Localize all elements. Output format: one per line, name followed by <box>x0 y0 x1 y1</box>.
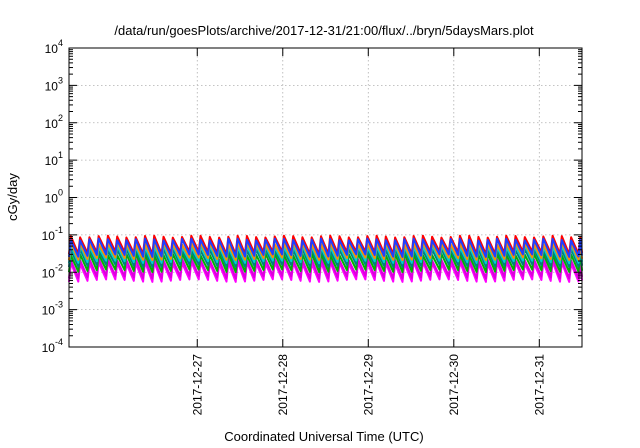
y-tick-label: 10-4 <box>42 337 63 355</box>
y-tick-label: 104 <box>45 38 63 56</box>
x-axis-label: Coordinated Universal Time (UTC) <box>224 429 423 444</box>
x-axis: 2017-12-27 2017-12-28 2017-12-29 2017-12-30… <box>190 48 546 415</box>
y-tick-label: 10-2 <box>42 262 63 280</box>
grid <box>69 48 582 347</box>
x-tick-label: 2017-12-31 <box>532 354 546 416</box>
x-tick-label: 2017-12-30 <box>447 354 461 416</box>
x-tick-label: 2017-12-27 <box>190 354 204 416</box>
y-tick-label: 100 <box>45 188 63 206</box>
y-tick-label: 101 <box>45 150 63 168</box>
x-tick-label: 2017-12-28 <box>276 354 290 416</box>
chart-title: /data/run/goesPlots/archive/2017-12-31/2… <box>114 23 534 38</box>
series-line <box>68 237 583 258</box>
y-tick-label: 10-1 <box>42 225 63 243</box>
x-tick-label: 2017-12-29 <box>361 354 375 416</box>
y-axis-label: cGy/day <box>5 173 20 221</box>
data-series <box>68 234 583 283</box>
y-axis: 10-4 10-3 10-2 10-1 100 101 102 103 104 <box>42 38 582 355</box>
y-tick-label: 102 <box>45 113 63 131</box>
y-tick-label: 103 <box>45 75 63 93</box>
y-tick-label: 10-3 <box>42 300 63 318</box>
